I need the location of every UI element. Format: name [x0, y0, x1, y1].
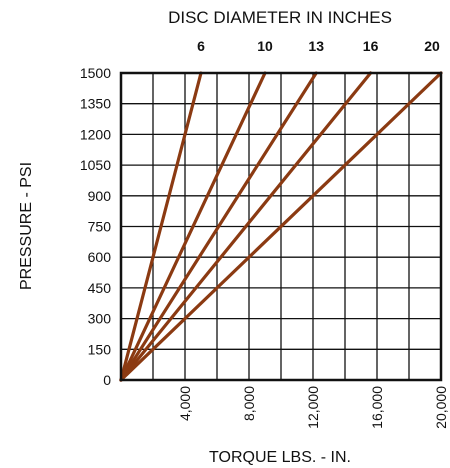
y-tick-label: 450	[88, 280, 112, 296]
x-tick-label: 4,000	[177, 386, 193, 421]
series-line-20	[119, 71, 443, 382]
y-tick-label: 1200	[80, 126, 111, 142]
y-tick-labels: 0 150 300 450 600 750 900 1050 1200 1350 1500	[80, 65, 111, 388]
x-tick-label: 8,000	[241, 386, 257, 421]
y-tick-label: 900	[88, 188, 112, 204]
y-tick-label: 1050	[80, 157, 111, 173]
x-tick-labels: 4,000 8,000 12,000 16,000 20,000	[177, 386, 449, 429]
series-label-20: 20	[424, 38, 440, 54]
x-tick-label: 12,000	[305, 386, 321, 429]
series-labels: 6 10 13 16 20	[197, 38, 440, 54]
series-label-6: 6	[197, 38, 205, 54]
y-tick-label: 300	[88, 311, 112, 327]
series-lines	[119, 71, 443, 382]
series-line-6	[119, 71, 203, 382]
series-line-10	[119, 71, 267, 382]
y-tick-label: 1350	[80, 96, 111, 112]
y-tick-label: 750	[88, 219, 112, 235]
series-line-13	[119, 71, 318, 382]
series-label-10: 10	[257, 38, 273, 54]
y-axis-title: PRESSURE - PSI	[18, 162, 35, 290]
x-tick-label: 16,000	[369, 386, 385, 429]
chart-title: DISC DIAMETER IN INCHES	[168, 8, 392, 27]
series-label-16: 16	[363, 38, 379, 54]
y-tick-label: 1500	[80, 65, 111, 81]
y-tick-label: 0	[103, 372, 111, 388]
y-tick-label: 600	[88, 249, 112, 265]
y-tick-label: 150	[88, 341, 112, 357]
series-label-13: 13	[308, 38, 324, 54]
plot-frame	[119, 71, 443, 382]
x-axis-title: TORQUE LBS. - IN.	[209, 449, 351, 466]
x-tick-label: 20,000	[433, 386, 449, 429]
series-line-16	[119, 71, 373, 382]
